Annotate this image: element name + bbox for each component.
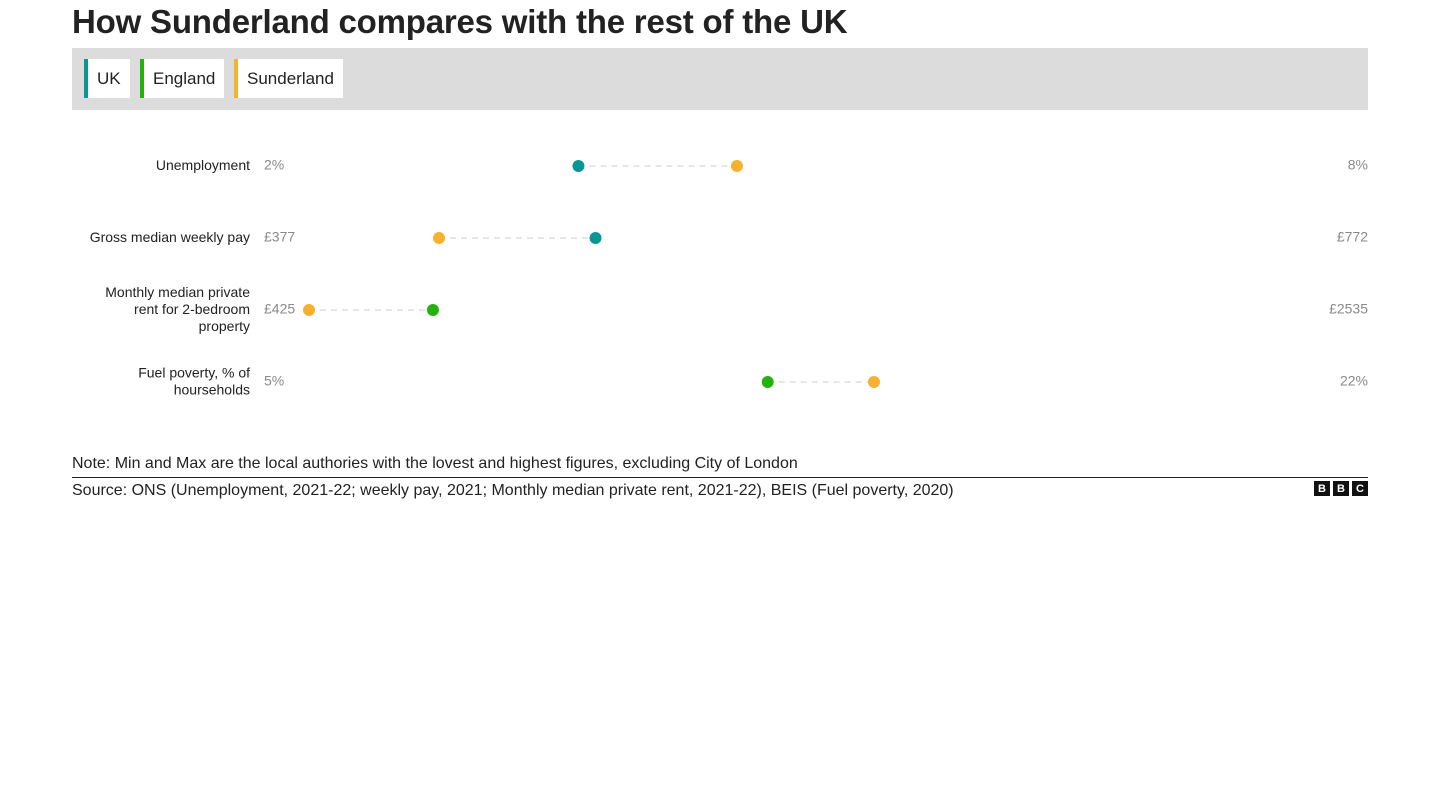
- dot-range-chart: Unemployment 2% 8% Gross median weekly pay £…: [90, 157, 1369, 398]
- row-label: Monthly median private rent for 2-bedroom…: [105, 284, 250, 334]
- legend-swatch-england: [140, 59, 144, 98]
- footer-divider: [72, 477, 1368, 478]
- bbc-logo-block: C: [1352, 481, 1368, 496]
- row-max-label: £2535: [1329, 301, 1368, 317]
- data-point-sunderland: [730, 160, 743, 172]
- data-point-sunderland: [868, 376, 881, 388]
- chart-source: Source: ONS (Unemployment, 2021-22; week…: [72, 482, 954, 499]
- row-min-label: 2%: [264, 157, 284, 173]
- legend-item-england: England: [140, 59, 225, 98]
- data-point-uk: [572, 160, 585, 172]
- data-point-sunderland: [433, 232, 446, 244]
- legend-item-uk: UK: [84, 59, 130, 98]
- data-point-england: [426, 304, 439, 316]
- chart-title: How Sunderland compares with the rest of…: [72, 3, 848, 40]
- legend-label-uk: UK: [97, 68, 121, 88]
- legend-item-sunderland: Sunderland: [234, 59, 343, 98]
- bbc-logo: B B C: [1314, 481, 1368, 496]
- row-label: Fuel poverty, % of hourseholds: [138, 364, 250, 397]
- row-label: Gross median weekly pay: [90, 229, 250, 245]
- data-point-england: [761, 376, 774, 388]
- row-max-label: 8%: [1348, 157, 1368, 173]
- row-min-label: 5%: [264, 373, 284, 389]
- legend-label-sunderland: Sunderland: [247, 68, 334, 88]
- row-max-label: £772: [1337, 229, 1368, 245]
- data-point-sunderland: [303, 304, 315, 316]
- legend: UK England Sunderland: [72, 48, 1368, 110]
- data-point-uk: [589, 232, 602, 244]
- legend-swatch-uk: [84, 59, 88, 98]
- row-min-label: £425: [264, 301, 295, 317]
- row-min-label: £377: [264, 229, 295, 245]
- row-label: Unemployment: [156, 157, 250, 173]
- row-max-label: 22%: [1340, 373, 1368, 389]
- bbc-logo-block: B: [1314, 481, 1330, 496]
- legend-label-england: England: [153, 68, 216, 88]
- chart-note: Note: Min and Max are the local authorie…: [72, 455, 798, 472]
- bbc-logo-block: B: [1333, 481, 1349, 496]
- legend-swatch-sunderland: [234, 59, 238, 98]
